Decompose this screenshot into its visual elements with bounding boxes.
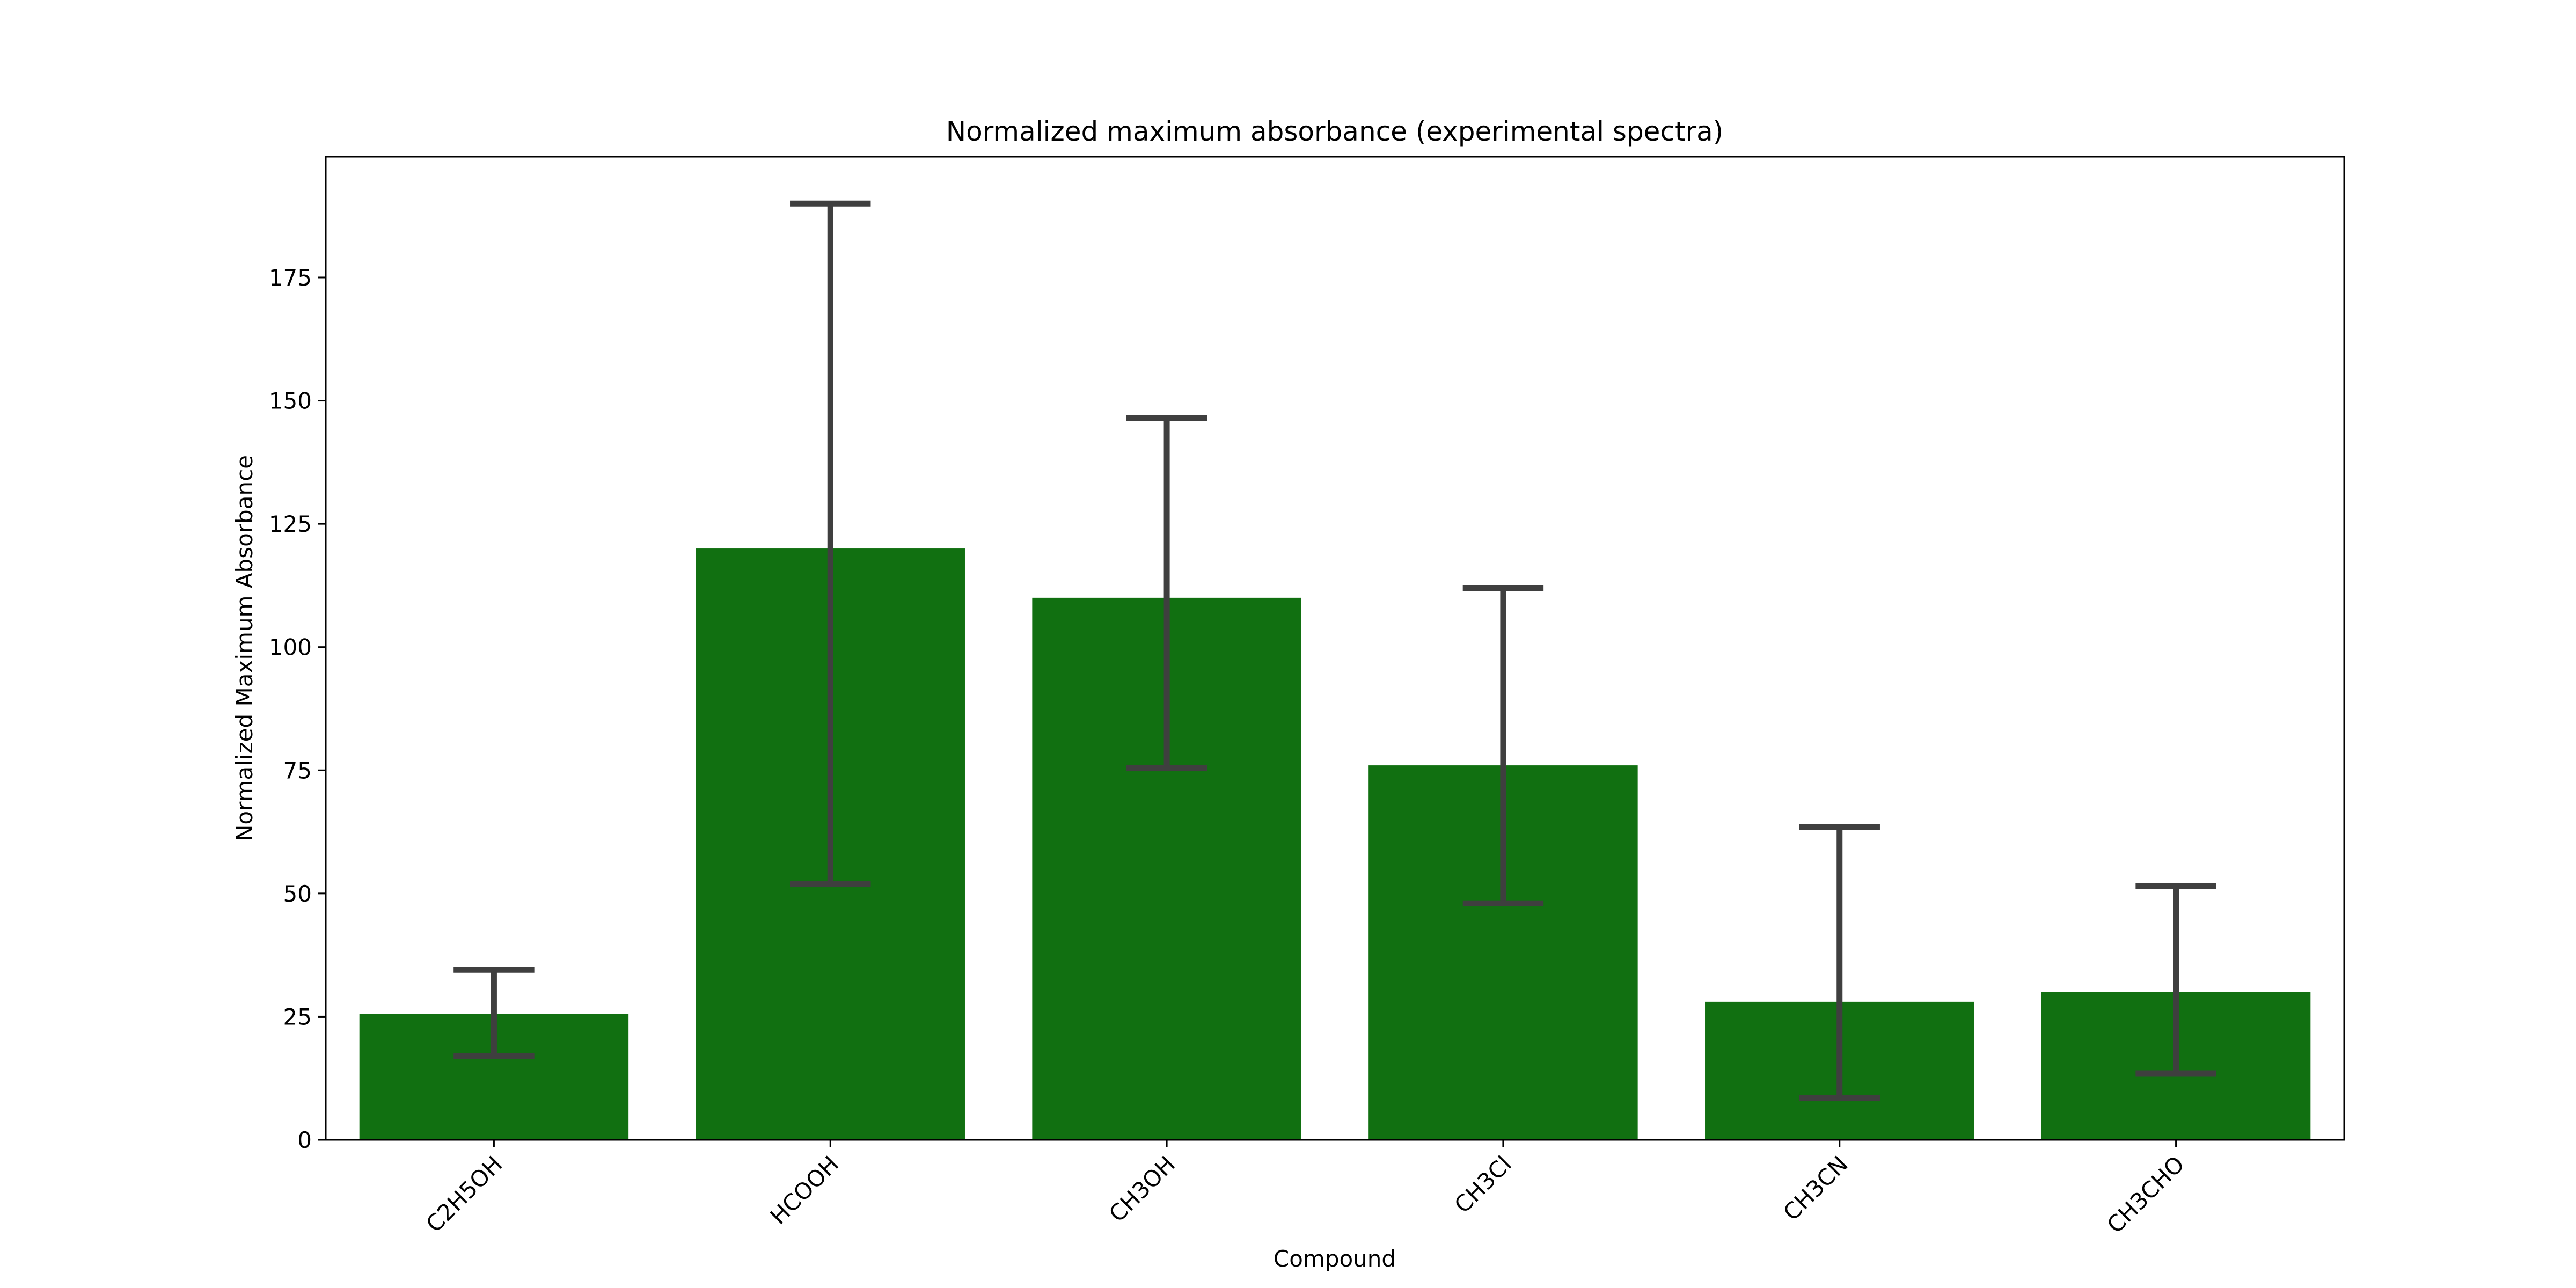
y-tick-label: 0 xyxy=(297,1127,312,1153)
error-bar-c2h5oh xyxy=(453,967,535,1059)
error-bar-ch3cho xyxy=(2135,883,2216,1077)
y-tick-label: 25 xyxy=(283,1004,312,1030)
y-axis-label: Normalized Maximum Absorbance xyxy=(231,455,258,841)
x-tick-label: CH3CN xyxy=(1778,1151,1853,1226)
error-bar-ch3oh xyxy=(1126,415,1208,771)
y-tick-label: 50 xyxy=(283,881,312,907)
y-tick-label: 125 xyxy=(269,511,312,537)
plot-frame xyxy=(325,156,2345,1141)
x-axis-label: Compound xyxy=(1274,1246,1396,1272)
y-tick-label: 100 xyxy=(269,634,312,661)
y-axis: 0 25 50 75 100 125 150 175 xyxy=(269,265,326,1153)
y-tick-label: 175 xyxy=(269,265,312,291)
x-tick-label: HCOOH xyxy=(765,1151,844,1230)
error-bars-group xyxy=(453,200,2216,1101)
error-bar-ch3cl xyxy=(1462,585,1544,906)
x-axis: C2H5OH HCOOH CH3OH CH3Cl CH3CN CH3CHO xyxy=(421,1140,2190,1238)
x-tick-label: CH3CHO xyxy=(2102,1151,2190,1238)
error-bar-hcooh xyxy=(790,200,871,887)
x-tick-label: CH3OH xyxy=(1104,1151,1180,1227)
y-tick-label: 150 xyxy=(269,388,312,414)
x-tick-label: CH3Cl xyxy=(1449,1151,1517,1218)
chart-title: Normalized maximum absorbance (experimen… xyxy=(946,116,1724,147)
x-tick-label: C2H5OH xyxy=(421,1151,507,1237)
error-bar-ch3cn xyxy=(1799,824,1880,1101)
bars-group xyxy=(359,548,2311,1140)
y-tick-label: 75 xyxy=(283,757,312,784)
